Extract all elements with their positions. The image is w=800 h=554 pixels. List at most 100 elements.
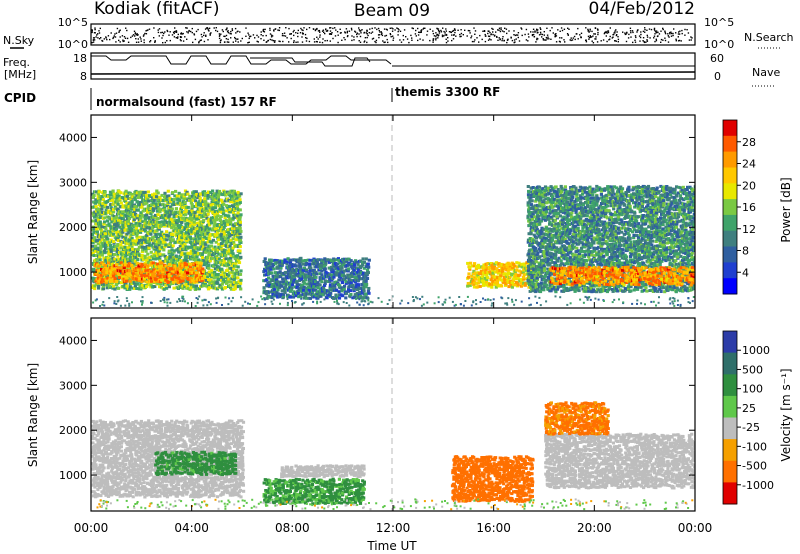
nsky-dot — [161, 37, 163, 39]
nsky-dot — [157, 29, 159, 31]
power-cell — [207, 286, 212, 290]
nave-label: Nave — [752, 66, 780, 79]
nsky-dot — [557, 29, 559, 31]
power-cell — [236, 211, 240, 215]
nsky-dot — [495, 31, 497, 33]
nsky-dot — [359, 35, 362, 38]
power-cell — [342, 269, 346, 273]
power-cell — [157, 238, 161, 242]
power-cell — [304, 275, 308, 279]
power-cell — [283, 260, 287, 264]
nsky-dot — [615, 34, 618, 37]
power-cell — [267, 264, 271, 268]
power-cell — [283, 289, 287, 293]
power-cell — [233, 198, 237, 202]
power-cell — [114, 269, 118, 273]
nsky-dot — [441, 34, 444, 36]
nsky-dot — [324, 40, 326, 42]
power-cell — [119, 205, 123, 209]
power-cell — [201, 238, 205, 242]
nsky-dot — [417, 39, 419, 42]
power-cell — [120, 213, 124, 217]
power-cell — [212, 225, 216, 228]
power-cell — [96, 196, 100, 200]
power-cell — [149, 220, 153, 224]
power-cell — [204, 242, 208, 246]
power-cell — [164, 257, 168, 261]
power-cell — [294, 258, 298, 262]
nsky-dot — [163, 32, 165, 35]
power-cell — [158, 220, 162, 224]
power-cell — [213, 233, 217, 237]
power-cell — [149, 228, 153, 232]
power-cell — [140, 250, 144, 254]
nsky-dot — [542, 38, 544, 40]
power-cell — [181, 276, 185, 280]
power-cell — [177, 226, 181, 230]
power-cell — [232, 189, 236, 193]
nsky-dot — [590, 36, 593, 38]
nsky-dot — [612, 36, 614, 38]
freq-label: Freq. — [3, 56, 30, 69]
power-cell — [238, 251, 242, 255]
nsky-dot — [205, 27, 208, 29]
nsky-dot — [332, 27, 334, 30]
nsky-dot — [114, 33, 116, 35]
nsky-dot — [474, 30, 477, 32]
power-cell — [323, 290, 327, 294]
power-cell — [138, 268, 142, 272]
nsky-dot — [467, 29, 470, 32]
power-cell — [155, 220, 159, 224]
power-cell — [116, 191, 120, 195]
power-cell — [96, 242, 100, 246]
power-cell — [128, 269, 132, 273]
nsky-dot — [252, 34, 255, 36]
nsky-dot — [166, 30, 169, 33]
power-cell — [348, 284, 352, 288]
nsky-dot — [179, 39, 182, 41]
power-cell — [119, 246, 123, 250]
nsky-dot — [687, 32, 690, 34]
power-cell — [220, 282, 224, 286]
nsky-dot — [227, 38, 229, 41]
nsky-dot — [571, 39, 574, 41]
nsky-dot — [319, 34, 321, 36]
power-cell — [123, 263, 127, 267]
power-cell — [328, 273, 332, 277]
nsky-dot — [285, 27, 287, 29]
power-cell — [111, 256, 115, 260]
power-cell — [155, 229, 159, 233]
power-cell — [228, 266, 232, 270]
nsky-dot — [256, 40, 258, 43]
power-cell — [238, 249, 242, 253]
nsky-dot — [301, 41, 304, 43]
power-cell — [296, 274, 301, 278]
nsky-dot — [375, 41, 377, 44]
power-cell — [155, 189, 159, 193]
power-cell — [203, 235, 207, 239]
power-cell — [91, 276, 95, 280]
power-cell — [115, 216, 119, 220]
power-cell — [176, 267, 180, 271]
power-cell — [227, 260, 231, 264]
nsky-dot — [471, 40, 474, 43]
power-cell — [212, 265, 216, 268]
power-cell — [108, 271, 112, 275]
nsky-dot — [205, 35, 207, 37]
power-cell — [124, 260, 128, 264]
power-cell — [140, 205, 144, 209]
nsky-dot — [545, 36, 548, 39]
power-cell — [129, 225, 133, 228]
power-cell — [263, 267, 267, 271]
power-cell — [177, 191, 181, 195]
power-cell — [234, 285, 238, 289]
power-cell — [220, 269, 224, 273]
power-cell — [126, 246, 130, 250]
power-cell — [306, 258, 310, 262]
count-tick-left-top: 10^5 — [58, 16, 88, 29]
power-cell — [170, 226, 174, 230]
power-cell — [295, 283, 299, 286]
nsky-dot — [290, 33, 292, 35]
power-cell — [172, 270, 176, 274]
power-cell — [265, 278, 269, 281]
